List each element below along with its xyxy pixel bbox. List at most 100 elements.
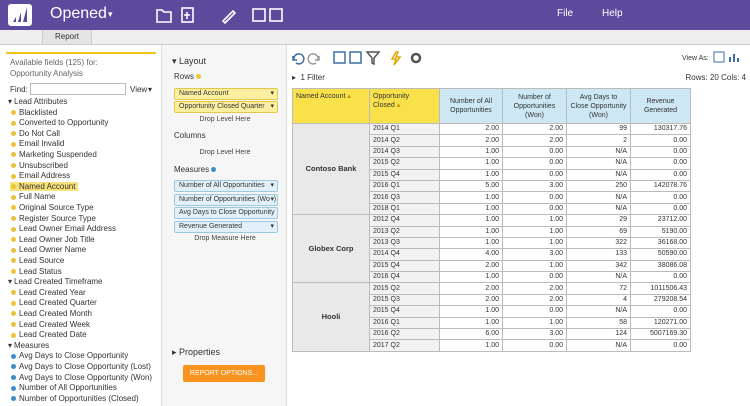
field-name[interactable]: Avg Days to Close Opportunity (Lost) — [19, 362, 151, 371]
report-toolbar[interactable] — [290, 50, 435, 66]
group-name[interactable]: Measures — [14, 340, 50, 350]
field-item[interactable]: Lead Source — [10, 256, 67, 265]
filter-toggle[interactable]: ▸ 1 Filter — [292, 73, 325, 82]
field-name[interactable]: Lead Owner Job Title — [19, 234, 95, 244]
field-item[interactable]: Original Source Type — [10, 203, 97, 212]
field-item[interactable]: Avg Days to Close Opportunity — [10, 351, 131, 360]
filter-text[interactable]: 1 Filter — [300, 73, 325, 82]
dot — [11, 332, 16, 338]
field-name[interactable]: Lead Created Date — [19, 330, 87, 340]
field-name[interactable]: Named Account — [19, 181, 76, 191]
group-name[interactable]: Lead Attributes — [14, 97, 68, 106]
field-name[interactable]: Number of Opportunities (Closed) — [19, 393, 139, 403]
field-name[interactable]: Lead Owner Email Address — [19, 224, 116, 234]
pill-caret[interactable]: ▾ — [270, 221, 274, 232]
field-item[interactable]: Lead Created Month — [10, 309, 95, 318]
field-name[interactable]: Avg Days to Close Opportunity (Won) — [19, 372, 153, 382]
field-name[interactable]: Blacklisted — [19, 107, 58, 117]
measure-pill[interactable]: Number of All Opportunities ▾ — [174, 180, 278, 192]
field-item[interactable]: Named Account — [10, 181, 79, 191]
field-name[interactable]: Original Source Type — [19, 203, 94, 212]
field-name[interactable]: Avg Days to Close Opportunity — [19, 351, 129, 361]
title-caret[interactable]: ▾ — [108, 9, 113, 19]
field-item[interactable]: Lead Owner Email Address — [10, 224, 119, 233]
field-item[interactable]: Lead Created Week — [10, 320, 93, 329]
field-item[interactable]: Avg Days to Close Opportunity (Lost) — [10, 362, 154, 371]
group-name[interactable]: Lead Created Timeframe — [14, 277, 103, 287]
drop-zone[interactable]: Drop Level Here — [199, 149, 251, 156]
field-name[interactable]: Lead Created Year — [19, 287, 86, 297]
field-name[interactable]: Unsubscribed — [19, 160, 68, 170]
field-item[interactable]: Register Source Type — [10, 214, 99, 223]
drop-zone[interactable]: Drop Measure Here — [194, 235, 256, 242]
field-item[interactable]: Lead Status — [10, 267, 65, 276]
field-name[interactable]: Converted to Opportunity — [19, 118, 109, 128]
measure-pill[interactable]: Number of Opportunities (Won) ▾ — [174, 193, 278, 206]
drop-zone[interactable]: Drop Level Here — [199, 116, 251, 123]
column-header[interactable]: Named Account ▴ — [292, 88, 370, 124]
find-input[interactable] — [30, 83, 126, 95]
pill-caret[interactable]: ▾ — [270, 194, 274, 205]
logo — [8, 4, 32, 26]
measure-pill[interactable]: Revenue Generated ▾ — [174, 220, 278, 233]
caret[interactable]: ▾ — [8, 97, 13, 106]
pill-caret[interactable]: ▾ — [270, 90, 274, 97]
quarter-cell: 2018 Q1 — [369, 202, 440, 216]
menu-item[interactable]: File — [557, 8, 574, 19]
field-item[interactable]: Lead Created Quarter — [10, 298, 100, 307]
field-item[interactable]: Marketing Suspended — [10, 150, 100, 159]
report-options-button[interactable]: REPORT OPTIONS... — [183, 365, 265, 382]
pill-text[interactable]: Number of Opportunities (Won) — [179, 195, 277, 203]
measure-pill[interactable]: Avg Days to Close Opportunity (Won) ▾ — [174, 207, 278, 219]
pill-text[interactable]: Number of All Opportunities — [179, 182, 265, 189]
field-item[interactable]: Lead Owner Job Title — [10, 235, 98, 244]
field-item[interactable]: Lead Created Year — [10, 288, 89, 297]
sort-caret[interactable]: ▴ — [396, 102, 401, 109]
field-item[interactable]: Number of All Opportunities — [10, 383, 120, 392]
view-caret[interactable]: ▾ — [148, 85, 153, 94]
menu-item[interactable]: Help — [602, 8, 623, 19]
view-as-icons[interactable] — [713, 51, 747, 64]
field-item[interactable]: Blacklisted — [10, 108, 60, 117]
pill-text[interactable]: Named Account — [179, 90, 229, 97]
pill-caret[interactable]: ▾ — [270, 103, 274, 110]
field-name[interactable]: Email Invalid — [19, 139, 65, 149]
field-name[interactable]: Lead Owner Name — [19, 245, 87, 255]
field-name[interactable]: Lead Created Week — [19, 319, 91, 329]
pill-text[interactable]: Avg Days to Close Opportunity (Won) — [179, 209, 275, 216]
field-name[interactable]: Lead Created Month — [19, 309, 92, 318]
field-name[interactable]: Lead Status — [19, 266, 62, 276]
column-header[interactable]: Opportunity Closed ▴ — [369, 88, 440, 124]
field-item[interactable]: Do Not Call — [10, 129, 63, 138]
field-name[interactable]: Email Address — [19, 171, 71, 181]
field-item[interactable]: Lead Owner Name — [10, 245, 89, 254]
pill-text[interactable]: Revenue Generated — [179, 222, 243, 230]
field-item[interactable]: Lead Created Date — [10, 330, 90, 339]
field-name[interactable]: Lead Source — [19, 256, 65, 265]
field-item[interactable]: Unsubscribed — [10, 161, 71, 170]
caret[interactable]: ▾ — [8, 277, 13, 287]
field-name[interactable]: Do Not Call — [19, 128, 60, 138]
pill-text[interactable]: Opportunity Closed Quarter — [179, 103, 265, 110]
field-name[interactable]: Full Name — [19, 192, 56, 202]
field-item[interactable]: Converted to Opportunity — [10, 118, 111, 127]
field-item[interactable]: Email Invalid — [10, 139, 67, 148]
field-name[interactable]: Lead Created Quarter — [19, 298, 97, 308]
field-item[interactable]: Email Address — [10, 171, 73, 180]
pill-caret[interactable]: ▾ — [270, 218, 274, 219]
pill-caret[interactable]: ▾ — [270, 181, 274, 191]
field-item[interactable]: Number of Opportunities (Closed) — [10, 394, 142, 403]
field-item[interactable]: Avg Days to Close Opportunity (Won) — [10, 373, 155, 382]
sort-caret[interactable]: ▴ — [347, 93, 351, 100]
caret[interactable]: ▾ — [8, 340, 13, 350]
field-name[interactable]: Marketing Suspended — [19, 150, 97, 159]
view-label[interactable]: View — [130, 85, 148, 94]
tab[interactable]: Report — [42, 30, 92, 44]
toolbar-icons[interactable] — [155, 6, 290, 24]
field-name[interactable]: Register Source Type — [19, 213, 96, 223]
field-name[interactable]: Number of All Opportunities — [19, 383, 117, 393]
row-pill[interactable]: Opportunity Closed Quarter ▾ — [174, 101, 278, 113]
row-pill[interactable]: Named Account ▾ — [174, 88, 278, 100]
field-item[interactable]: Full Name — [10, 192, 58, 201]
app-title[interactable]: Opened — [50, 5, 107, 22]
